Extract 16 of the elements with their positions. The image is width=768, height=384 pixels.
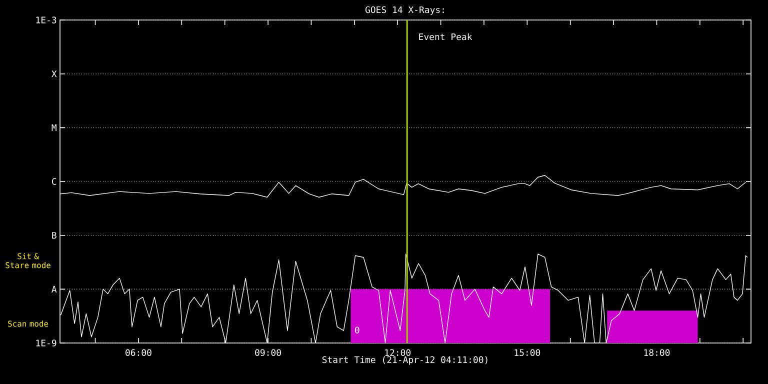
y-tick-label: A bbox=[52, 286, 57, 292]
annotation: 0 bbox=[355, 326, 360, 334]
ref-line-label: Event Peak bbox=[419, 33, 472, 40]
x-tick-label: 18:00 bbox=[644, 349, 670, 356]
x-tick-label: 06:00 bbox=[126, 349, 152, 356]
chart-title: GOES 14 X-Rays: bbox=[365, 6, 444, 15]
x-tick-label: 15:00 bbox=[514, 349, 540, 356]
y-tick-label: M bbox=[52, 124, 56, 131]
x-tick-label: 09:00 bbox=[255, 349, 281, 356]
x-axis-title: Start Time (21-Apr-12 04:11:00) bbox=[322, 356, 488, 365]
y-tick-label: C bbox=[52, 178, 56, 185]
y-tick-label: X bbox=[51, 70, 57, 78]
y-tick-label: 1E-9 bbox=[36, 340, 56, 346]
x-tick-label: 12:00 bbox=[385, 349, 411, 356]
y-tick-label: 1E-3 bbox=[36, 16, 56, 24]
y-tick-label: B bbox=[52, 232, 56, 239]
